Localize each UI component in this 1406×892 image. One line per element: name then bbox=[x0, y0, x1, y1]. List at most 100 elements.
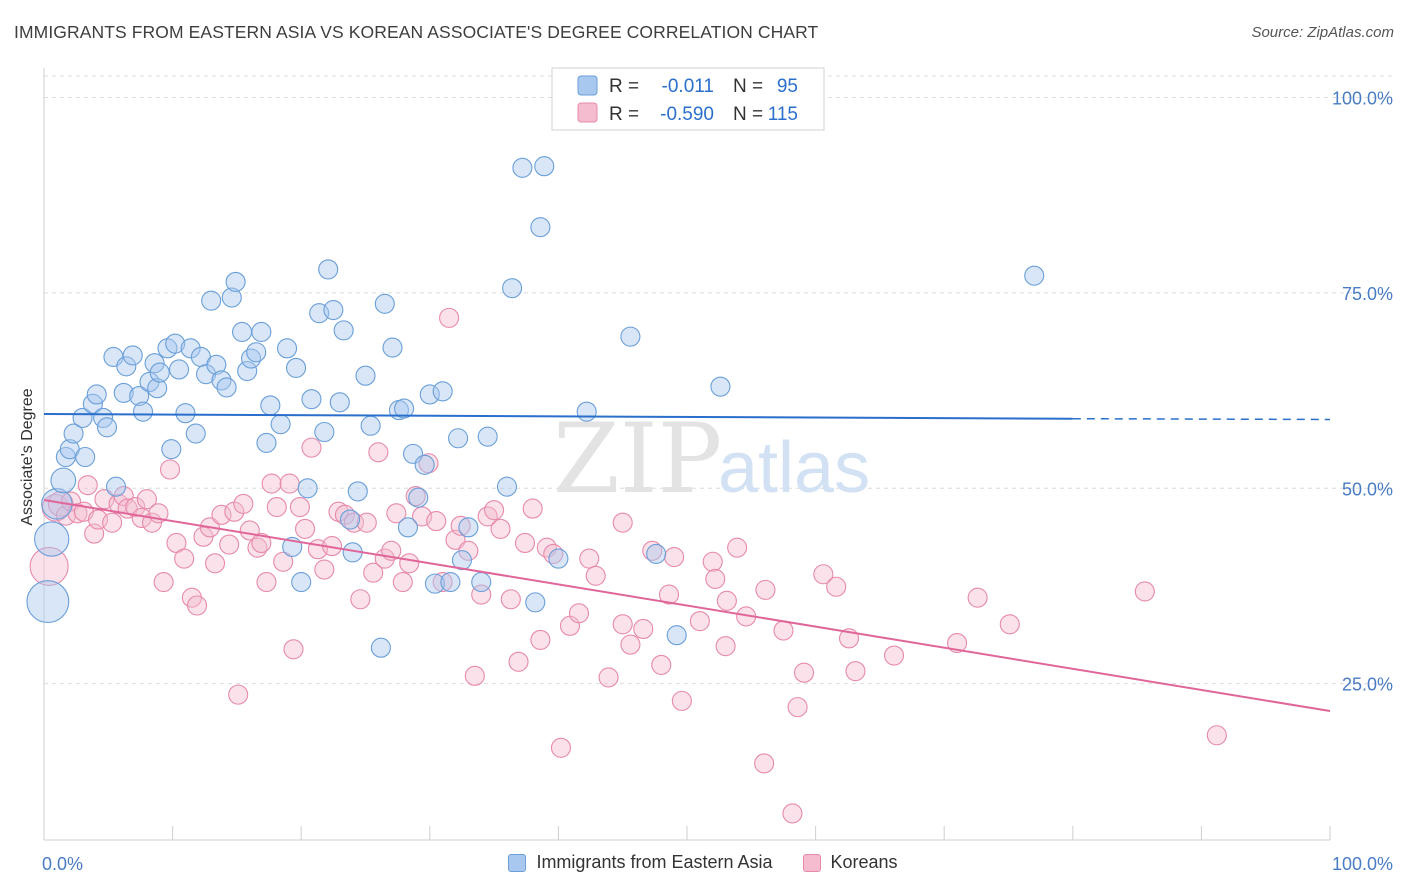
eastern-asia-point bbox=[185, 423, 206, 444]
korean-point bbox=[153, 572, 174, 593]
eastern-asia-point bbox=[432, 381, 453, 402]
eastern-asia-point bbox=[105, 476, 127, 497]
eastern-asia-point bbox=[382, 337, 403, 358]
eastern-asia-point bbox=[534, 156, 555, 177]
korean-point bbox=[620, 634, 641, 655]
eastern-asia-point bbox=[216, 377, 237, 398]
korean-point bbox=[813, 564, 834, 585]
korean-point bbox=[256, 572, 277, 593]
eastern-asia-point bbox=[251, 321, 272, 342]
korean-point bbox=[174, 548, 195, 569]
eastern-asia-point bbox=[408, 487, 429, 508]
eastern-asia-point bbox=[144, 353, 165, 374]
korean-point bbox=[363, 562, 384, 583]
legend-label-eastern-asia: Immigrants from Eastern Asia bbox=[536, 852, 773, 872]
korean-point bbox=[426, 511, 447, 532]
legend-top-swatch-blue bbox=[577, 75, 598, 96]
korean-point bbox=[356, 512, 377, 533]
korean-point bbox=[450, 515, 471, 536]
y-tick-label: 25.0% bbox=[1342, 675, 1393, 695]
legend-swatch-blue bbox=[508, 853, 527, 872]
eastern-asia-point bbox=[50, 467, 77, 494]
legend-swatch-pink bbox=[802, 853, 821, 872]
eastern-asia-point bbox=[286, 357, 307, 378]
eastern-asia-point bbox=[291, 572, 312, 593]
eastern-asia-point bbox=[132, 401, 154, 422]
korean-point bbox=[671, 690, 692, 711]
korean-point bbox=[522, 498, 543, 519]
eastern-asia-point bbox=[471, 572, 492, 593]
eastern-asia-point bbox=[246, 342, 267, 363]
eastern-asia-point bbox=[576, 401, 597, 422]
legend-bottom: Immigrants from Eastern Asia Koreans bbox=[0, 852, 1406, 873]
eastern-asia-point bbox=[394, 398, 415, 419]
korean-point bbox=[787, 697, 808, 718]
eastern-asia-point bbox=[548, 548, 569, 569]
eastern-asia-point bbox=[355, 365, 376, 386]
korean-point bbox=[755, 579, 776, 600]
eastern-asia-point bbox=[301, 389, 322, 410]
axes bbox=[43, 68, 1331, 841]
eastern-asia-trend-line bbox=[43, 413, 1073, 420]
korean-point bbox=[716, 590, 737, 611]
korean-point bbox=[204, 553, 226, 574]
eastern-asia-point bbox=[525, 592, 546, 613]
eastern-asia-point bbox=[211, 370, 232, 391]
eastern-asia-point bbox=[530, 217, 551, 238]
eastern-asia-point bbox=[710, 376, 731, 397]
eastern-asia-point bbox=[34, 521, 70, 557]
eastern-asia-point bbox=[237, 360, 258, 382]
korean-point bbox=[464, 665, 485, 686]
korean-point bbox=[793, 662, 815, 683]
korean-point bbox=[374, 548, 395, 569]
eastern-asia-point bbox=[63, 423, 84, 444]
koreans-trend-line bbox=[43, 499, 1331, 713]
korean-point bbox=[159, 459, 181, 480]
eastern-asia-point bbox=[225, 271, 246, 292]
korean-point bbox=[368, 442, 389, 463]
korean-point bbox=[301, 437, 322, 458]
x-tick-label-min: 0.0% bbox=[42, 854, 83, 874]
eastern-asia-point bbox=[256, 432, 277, 453]
korean-point bbox=[967, 587, 988, 608]
korean-point bbox=[1134, 581, 1155, 602]
korean-point bbox=[432, 572, 453, 593]
korean-point bbox=[186, 595, 208, 616]
korean-point bbox=[689, 611, 710, 632]
korean-point bbox=[314, 559, 335, 580]
eastern-asia-point bbox=[340, 509, 361, 530]
eastern-asia-point bbox=[512, 157, 533, 178]
eastern-asia-point bbox=[129, 385, 150, 407]
eastern-asia-point bbox=[165, 333, 186, 354]
korean-point bbox=[947, 632, 968, 654]
korean-point bbox=[283, 639, 304, 660]
eastern-asia-point bbox=[277, 338, 298, 359]
eastern-asia-point bbox=[360, 415, 381, 436]
eastern-asia-point bbox=[122, 345, 143, 366]
eastern-asia-point bbox=[458, 517, 479, 538]
korean-point bbox=[125, 496, 146, 518]
korean-point bbox=[579, 548, 600, 569]
eastern-asia-point bbox=[297, 478, 318, 499]
legend-top: R = -0.011 N = 95 R = -0.590 N = 115 bbox=[551, 67, 825, 131]
eastern-asia-point bbox=[397, 517, 418, 538]
korean-point bbox=[585, 565, 606, 586]
korean-point bbox=[67, 503, 88, 524]
korean-point bbox=[530, 629, 551, 650]
korean-point bbox=[715, 636, 736, 657]
korean-point bbox=[266, 496, 287, 518]
korean-point bbox=[664, 546, 685, 568]
eastern-asia-point bbox=[347, 481, 368, 502]
korean-point bbox=[705, 568, 726, 589]
korean-point bbox=[550, 737, 572, 758]
eastern-asia-point bbox=[1024, 265, 1045, 286]
trend-lines bbox=[43, 413, 1331, 713]
eastern-asia-point bbox=[419, 384, 440, 405]
korean-point bbox=[392, 572, 413, 593]
korean-point bbox=[883, 645, 905, 666]
korean-point bbox=[219, 534, 240, 555]
legend-top-r-label-1: R = bbox=[609, 76, 639, 97]
eastern-asia-point bbox=[96, 417, 118, 438]
korean-point bbox=[211, 504, 232, 525]
